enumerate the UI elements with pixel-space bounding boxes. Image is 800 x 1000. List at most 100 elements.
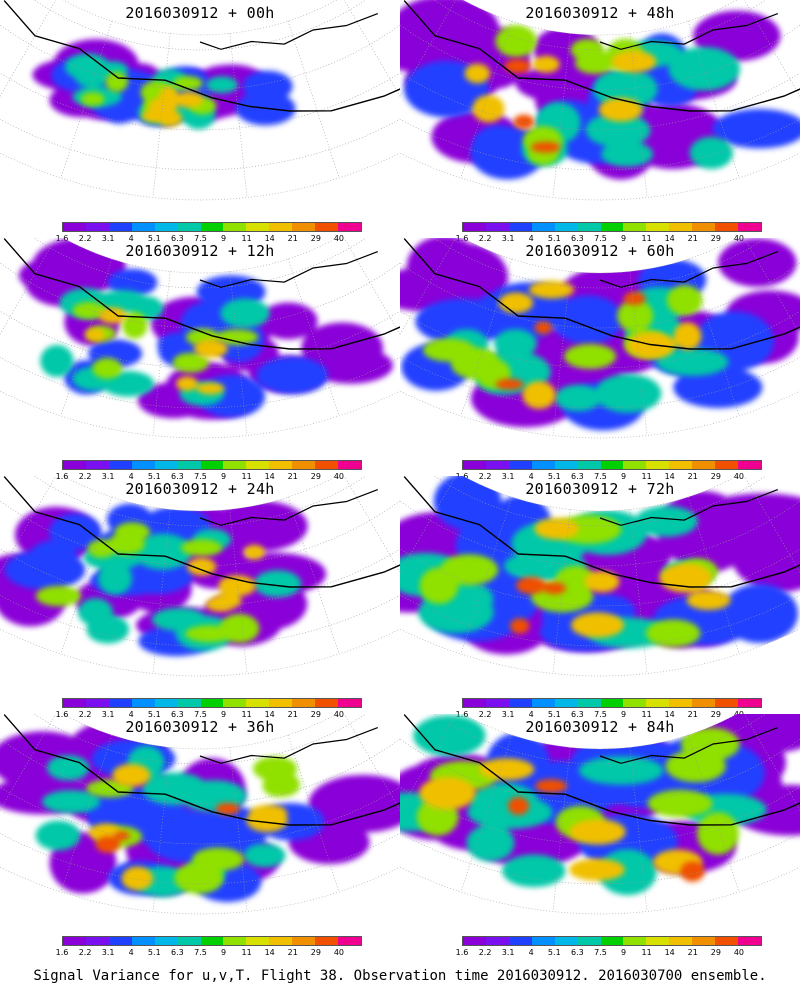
colorbar-swatch <box>646 461 670 469</box>
colorbar-swatch <box>63 223 86 231</box>
colorbar-tick-label: 40 <box>333 472 345 481</box>
colorbar-swatch <box>485 699 509 707</box>
variance-blob <box>467 795 553 829</box>
variance-blob <box>504 59 531 74</box>
colorbar-tick-label: 7.5 <box>194 710 207 719</box>
colorbar-swatch <box>600 223 624 231</box>
coastline <box>199 251 379 288</box>
variance-blob <box>495 24 537 58</box>
colorbar-tick-label: 9 <box>620 948 627 957</box>
colorbar-swatch <box>715 461 739 469</box>
colorbar-swatch <box>63 461 86 469</box>
colorbar-tick-label: 11 <box>241 234 252 243</box>
variance-blob <box>634 505 698 537</box>
longitude-line <box>687 735 740 893</box>
colorbar-tick-label: 5.1 <box>547 948 561 957</box>
variance-blob <box>46 755 90 781</box>
colorbar-swatch <box>531 699 555 707</box>
map-boundary <box>400 476 800 677</box>
colorbar <box>62 222 362 232</box>
colorbar-swatch <box>269 461 293 469</box>
panel-title: 2016030912 + 48h <box>525 4 675 22</box>
colorbar-tick-label: 21 <box>287 948 298 957</box>
longitude-line <box>460 497 513 655</box>
colorbar-swatch <box>154 937 178 945</box>
colorbar-swatch <box>577 223 601 231</box>
longitude-line <box>552 33 571 198</box>
variance-blob <box>593 68 658 109</box>
colorbar-tick-label: 11 <box>241 710 252 719</box>
colorbar-swatch <box>715 699 739 707</box>
variance-blob <box>611 50 657 73</box>
colorbar-tick-label: 14 <box>664 710 675 719</box>
colorbar-tick-label: 1.6 <box>455 234 469 243</box>
colorbar-swatch <box>669 699 693 707</box>
colorbar-tick-label: 9 <box>220 948 227 957</box>
polar-map <box>0 714 400 915</box>
colorbar-tick-label: 14 <box>264 710 275 719</box>
colorbar-tick-label: 5.1 <box>147 948 161 957</box>
variance-blob <box>730 784 800 836</box>
variance-blob <box>181 539 223 557</box>
colorbar-swatch <box>200 937 224 945</box>
variance-blob <box>243 843 286 868</box>
map-panel: 2016030912 + 00h 1.6 2.2 3.1 4 5.1 6.3 7.5 9 11 14… <box>0 0 400 245</box>
longitude-line <box>400 476 456 573</box>
map-boundary <box>400 714 800 915</box>
colorbar-tick-label: 40 <box>333 710 345 719</box>
coastline <box>3 714 400 826</box>
colorbar-swatch <box>531 223 555 231</box>
longitude-line <box>229 747 248 912</box>
longitude-line <box>687 497 740 655</box>
colorbar-swatch <box>692 223 716 231</box>
colorbar-tick-label: 4 <box>528 472 534 481</box>
colorbar-tick-label: 7.5 <box>194 948 207 957</box>
colorbar-swatch <box>508 699 532 707</box>
colorbar <box>462 222 762 232</box>
colorbar-tick-label: 6.3 <box>171 948 184 957</box>
map-panel: 2016030912 + 24h 1.6 2.2 3.1 4 5.1 6.3 7.5 9 11 14… <box>0 476 400 721</box>
colorbar-swatch <box>600 461 624 469</box>
coastline <box>3 476 400 588</box>
variance-blob <box>74 66 109 88</box>
colorbar-swatch <box>85 937 109 945</box>
variance-blob <box>114 831 130 841</box>
colorbar-tick-label: 3.1 <box>101 472 115 481</box>
variance-blob <box>35 820 81 851</box>
longitude-line <box>0 0 56 97</box>
longitude-line <box>400 714 456 811</box>
colorbar-tick-label: 5.1 <box>147 472 161 481</box>
variance-blob <box>532 55 560 73</box>
variance-blob <box>308 774 400 833</box>
latitude-line <box>0 356 400 409</box>
colorbar-tick-label: 9 <box>220 472 227 481</box>
variance-blob <box>528 280 575 299</box>
colorbar-tick-label: 14 <box>264 234 275 243</box>
colorbar-tick-label: 21 <box>287 234 298 243</box>
colorbar-tick-label: 7.5 <box>194 472 207 481</box>
colorbar-swatch <box>108 937 132 945</box>
variance-blob <box>659 563 712 593</box>
colorbar-swatch <box>600 937 624 945</box>
colorbar-swatch <box>246 699 270 707</box>
colorbar-swatch <box>108 699 132 707</box>
panel-title: 2016030912 + 24h <box>125 480 275 498</box>
variance-blob <box>666 284 703 316</box>
graticule <box>0 476 400 674</box>
colorbar-swatch <box>508 461 532 469</box>
colorbar-tick-label: 14 <box>664 472 675 481</box>
variance-blob <box>601 141 653 167</box>
longitude-line <box>344 714 400 811</box>
longitude-line <box>552 271 571 436</box>
colorbar-swatch <box>223 699 247 707</box>
graticule <box>400 714 800 912</box>
colorbar-tick-label: 9 <box>620 710 627 719</box>
variance-blob <box>712 109 800 149</box>
map-panel: 2016030912 + 72h 1.6 2.2 3.1 4 5.1 6.3 7.5 9 11 14… <box>400 476 800 721</box>
variance-blob <box>220 298 270 328</box>
latitude-line <box>33 0 367 51</box>
colorbar-swatch <box>246 937 270 945</box>
colorbar-ticks: 1.6 2.2 3.1 4 5.1 6.3 7.5 9 11 14 21 29 40 <box>456 948 762 958</box>
variance-blob <box>673 366 763 408</box>
latitude-line <box>433 714 767 765</box>
